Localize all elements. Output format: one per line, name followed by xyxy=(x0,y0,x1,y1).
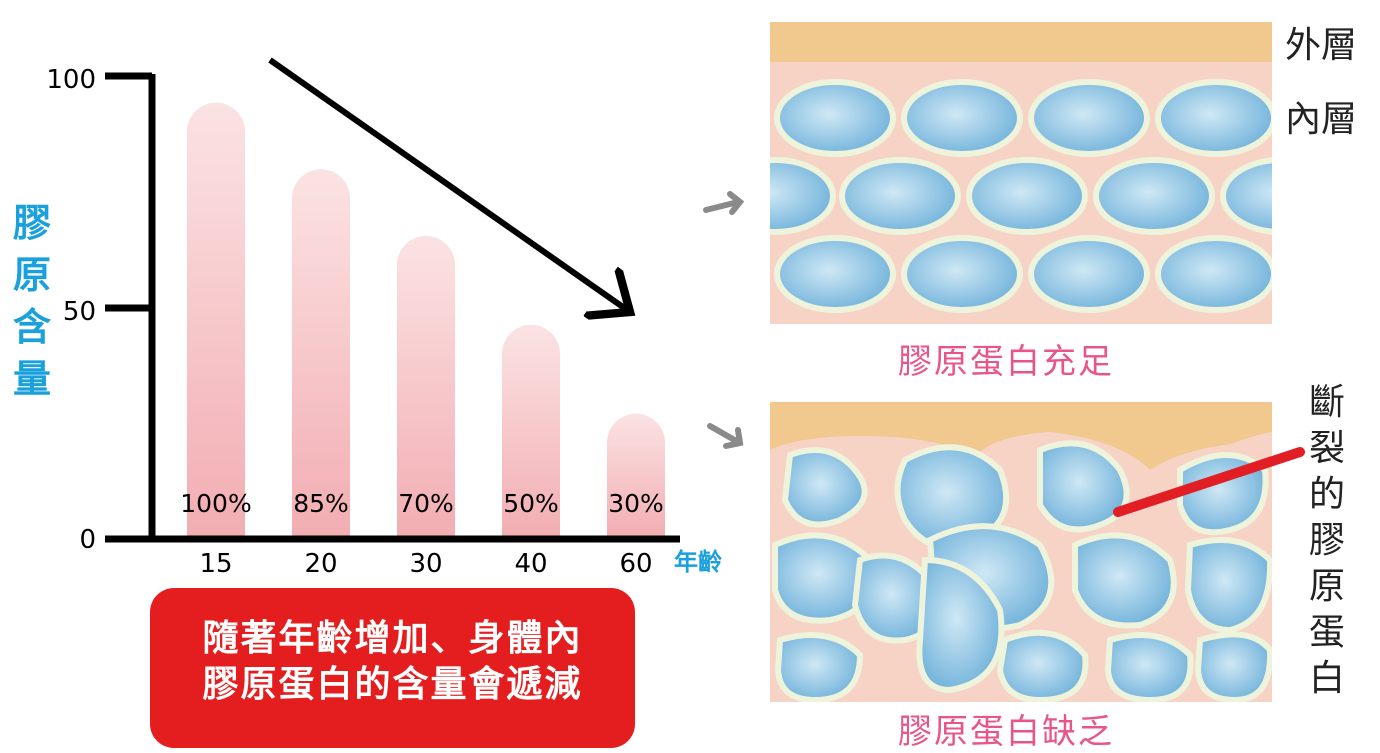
collagen-cell xyxy=(1093,157,1215,235)
broken-collagen-label: 斷裂的膠原蛋白 xyxy=(1305,380,1349,702)
collagen-cell xyxy=(1155,235,1272,313)
broken-collagen-cell xyxy=(1184,537,1272,634)
broken-pointer xyxy=(1113,447,1305,517)
value-label-15: 100% xyxy=(180,489,251,518)
collagen-cell xyxy=(839,157,961,235)
grey-arrow-top xyxy=(703,191,745,215)
broken-label-char: 的 xyxy=(1308,474,1345,515)
collagen-cell xyxy=(770,157,836,235)
x-tick-label-20: 20 xyxy=(304,549,337,579)
healthy-skin-panel xyxy=(770,22,1272,324)
broken-collagen-cell xyxy=(1037,440,1130,533)
broken-label-char: 裂 xyxy=(1308,428,1345,469)
value-label-30: 70% xyxy=(398,489,454,518)
x-tick-label-15: 15 xyxy=(199,549,232,579)
y-axis-title-char: 含 xyxy=(13,305,51,349)
epidermis-layer-bottom xyxy=(770,402,1272,470)
damaged-skin-panel xyxy=(770,402,1272,702)
epidermis-layer-top xyxy=(770,22,1272,62)
broken-collagen-cell xyxy=(774,632,864,702)
bar-20 xyxy=(292,169,350,539)
caption-line-2: 膠原蛋白的含量會遞減 xyxy=(202,664,583,705)
broken-collagen-cell xyxy=(1194,631,1272,702)
value-label-20: 85% xyxy=(293,489,349,518)
collagen-cell xyxy=(774,79,896,157)
y-tick-label-0: 0 xyxy=(79,525,96,555)
bar-60 xyxy=(607,413,665,539)
broken-label-char: 蛋 xyxy=(1308,612,1345,653)
broken-collagen-cell xyxy=(916,556,1005,694)
y-axis-title-char: 原 xyxy=(13,253,51,297)
x-tick-label-40: 40 xyxy=(514,549,547,579)
broken-collagen-cell xyxy=(781,447,868,528)
healthy-caption: 膠原蛋白充足 xyxy=(898,342,1114,382)
collagen-cell xyxy=(966,157,1088,235)
caption-box: 隨著年齡增加、身體內 膠原蛋白的含量會遞減 xyxy=(150,588,635,748)
x-labels-layer: 100% 15 85% 20 70% 30 50% 40 30% 60 xyxy=(180,489,664,579)
broken-collagen-cell xyxy=(1104,632,1194,702)
broken-label-char: 白 xyxy=(1308,658,1345,699)
broken-label-char: 原 xyxy=(1308,566,1345,607)
collagen-cell xyxy=(1028,235,1150,313)
bars-layer xyxy=(187,102,665,539)
grey-arrow-bottom xyxy=(707,423,744,449)
collagen-cell xyxy=(901,79,1023,157)
x-tick-label-60: 60 xyxy=(619,549,652,579)
bar-30 xyxy=(397,235,455,539)
y-tick-label-100: 100 xyxy=(46,65,96,95)
y-axis-title-char: 量 xyxy=(13,357,51,401)
y-axis-title-char: 膠 xyxy=(13,201,51,245)
damaged-caption: 膠原蛋白缺乏 xyxy=(898,712,1114,752)
collagen-cell xyxy=(1028,79,1150,157)
broken-collagen-cell xyxy=(1072,532,1177,629)
collagen-cell xyxy=(774,235,896,313)
bar-15 xyxy=(187,102,245,539)
caption-line-1: 隨著年齡增加、身體內 xyxy=(202,618,583,659)
broken-label-char: 膠 xyxy=(1308,520,1345,561)
x-tick-label-30: 30 xyxy=(409,549,442,579)
collagen-cell xyxy=(1155,79,1272,157)
broken-label-char: 斷 xyxy=(1308,382,1345,423)
value-label-60: 30% xyxy=(608,489,664,518)
y-tick-label-50: 50 xyxy=(63,297,96,327)
collagen-cell xyxy=(1220,157,1272,235)
trend-arrow xyxy=(268,57,630,312)
collagen-cells-broken xyxy=(772,440,1272,702)
broken-collagen-cell xyxy=(996,629,1089,702)
collagen-cells-healthy xyxy=(770,79,1272,313)
x-axis-title: 年齡 xyxy=(674,548,722,576)
bar-40 xyxy=(502,324,560,539)
collagen-cell xyxy=(901,235,1023,313)
value-label-40: 50% xyxy=(503,489,559,518)
outer-layer-label: 外層 xyxy=(1285,25,1358,66)
inner-layer-label: 內層 xyxy=(1285,99,1358,140)
